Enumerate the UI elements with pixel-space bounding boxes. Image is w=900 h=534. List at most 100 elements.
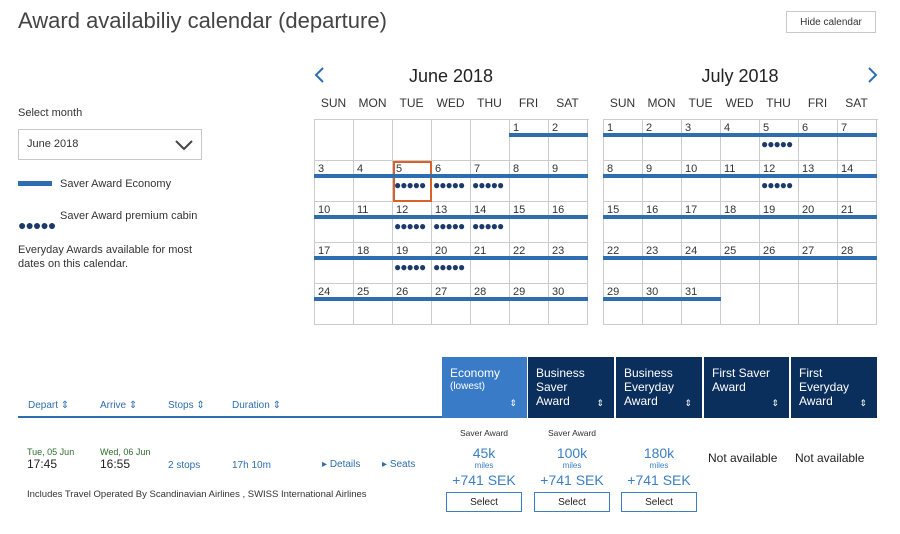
calendar-day[interactable]: 12 ●●●●● (759, 161, 799, 202)
calendar-day[interactable]: 3 (314, 161, 354, 202)
sort-stops[interactable]: Stops ⇕ (168, 400, 205, 411)
day-number: 12 (396, 204, 409, 216)
calendar-day[interactable]: 28 (470, 284, 510, 325)
calendar-day[interactable]: 6 (798, 120, 838, 161)
calendar-day[interactable]: 22 (509, 243, 549, 284)
calendar-day[interactable]: 15 (603, 202, 643, 243)
tax-amount: +741 SEK (627, 472, 691, 488)
month-select[interactable]: June 2018 (18, 129, 202, 160)
stops-link[interactable]: 2 stops (168, 460, 201, 471)
calendar-day[interactable]: 17 (681, 202, 721, 243)
calendar-day[interactable]: 19 ●●●●● (392, 243, 432, 284)
calendar-day[interactable]: 14 ●●●●● (470, 202, 510, 243)
seats-link[interactable]: ▸ Seats (382, 459, 415, 470)
calendar-day[interactable]: 24 (681, 243, 721, 284)
depart-time: 17:45 (27, 457, 58, 471)
calendar-day[interactable]: 8 (509, 161, 549, 202)
calendar-day[interactable]: 21 (470, 243, 510, 284)
calendar-day[interactable]: 1 (509, 120, 549, 161)
select-fare-button[interactable]: Select (621, 492, 697, 512)
calendar-day[interactable]: 3 (681, 120, 721, 161)
calendar-week-row: 15 16 17 18 19 20 21 (603, 202, 878, 243)
calendar-day[interactable]: 27 (798, 243, 838, 284)
fare-column-header[interactable]: Business Everyday Award ⇕ (616, 357, 702, 418)
calendar-day[interactable]: 31 (681, 284, 721, 325)
day-number: 23 (646, 245, 659, 257)
calendar-day[interactable]: 7 ●●●●● (470, 161, 510, 202)
calendar-day[interactable]: 16 (548, 202, 588, 243)
select-fare-button[interactable]: Select (534, 492, 610, 512)
day-number: 25 (357, 286, 370, 298)
saver-economy-bar (314, 215, 354, 219)
calendar-day[interactable]: 20 (798, 202, 838, 243)
next-month-icon[interactable] (866, 66, 880, 84)
calendar-day[interactable]: 25 (353, 284, 393, 325)
calendar-day[interactable]: 17 (314, 243, 354, 284)
calendar-day[interactable]: 26 (759, 243, 799, 284)
calendar-day[interactable]: 10 (681, 161, 721, 202)
calendar-day[interactable]: 27 (431, 284, 471, 325)
calendar-day[interactable]: 18 (720, 202, 760, 243)
calendar-day[interactable]: 16 (642, 202, 682, 243)
calendar-day[interactable]: 22 (603, 243, 643, 284)
calendar-day[interactable]: 2 (548, 120, 588, 161)
saver-economy-bar (392, 215, 432, 219)
calendar-day[interactable]: 4 (353, 161, 393, 202)
fare-header-text: First Saver (712, 366, 771, 380)
calendar-day[interactable]: 14 (837, 161, 877, 202)
day-number: 2 (552, 122, 559, 134)
calendar-day[interactable]: 23 (642, 243, 682, 284)
sort-depart[interactable]: Depart ⇕ (28, 400, 70, 411)
fare-column-header[interactable]: First Everyday Award ⇕ (791, 357, 877, 418)
calendar-day[interactable]: 9 (548, 161, 588, 202)
calendar-day[interactable]: 8 (603, 161, 643, 202)
calendar-day[interactable]: 1 (603, 120, 643, 161)
day-number: 3 (685, 122, 692, 134)
sort-arrive[interactable]: Arrive ⇕ (100, 400, 138, 411)
hide-calendar-button[interactable]: Hide calendar (786, 11, 876, 33)
calendar-week-row: 8 9 10 11 12 ●●●●● 13 14 (603, 161, 878, 202)
calendar-day[interactable]: 6 ●●●●● (431, 161, 471, 202)
calendar-day[interactable]: 26 (392, 284, 432, 325)
details-link[interactable]: ▸ Details (322, 459, 360, 470)
calendar-day[interactable]: 24 (314, 284, 354, 325)
fare-column-header[interactable]: Economy (lowest) ⇕ (442, 357, 527, 418)
calendar-day[interactable]: 21 (837, 202, 877, 243)
calendar-day[interactable]: 23 (548, 243, 588, 284)
calendar-day[interactable]: 12 ●●●●● (392, 202, 432, 243)
arrive-date: Wed, 06 Jun (100, 447, 151, 457)
calendar-day[interactable]: 30 (548, 284, 588, 325)
calendar-day[interactable]: 5 ●●●●● (392, 161, 432, 202)
calendar-day[interactable]: 19 (759, 202, 799, 243)
calendar-week-row: 1 2 3 4 5 ●●●●● 6 7 (603, 120, 878, 161)
fare-column-header[interactable]: Business Saver Award ⇕ (528, 357, 614, 418)
select-month-label: Select month (18, 107, 83, 119)
calendar-day[interactable]: 30 (642, 284, 682, 325)
calendar-day[interactable]: 28 (837, 243, 877, 284)
select-fare-button[interactable]: Select (446, 492, 522, 512)
fare-column-header[interactable]: First Saver Award ⇕ (704, 357, 789, 418)
calendar-day[interactable]: 11 (720, 161, 760, 202)
calendar-day[interactable]: 20 ●●●●● (431, 243, 471, 284)
calendar-day[interactable]: 5 ●●●●● (759, 120, 799, 161)
calendar-day[interactable]: 13 ●●●●● (431, 202, 471, 243)
arrive-time: 16:55 (100, 457, 131, 471)
prev-month-icon[interactable] (312, 66, 326, 84)
calendar-day[interactable]: 25 (720, 243, 760, 284)
day-number: 12 (763, 163, 776, 175)
calendar-day[interactable]: 10 (314, 202, 354, 243)
calendar-day[interactable]: 4 (720, 120, 760, 161)
calendar-day[interactable]: 9 (642, 161, 682, 202)
calendar-day[interactable]: 7 (837, 120, 877, 161)
calendar-day[interactable]: 29 (509, 284, 549, 325)
calendar-day[interactable]: 2 (642, 120, 682, 161)
calendar-day[interactable]: 18 (353, 243, 393, 284)
calendar-day[interactable]: 15 (509, 202, 549, 243)
day-number: 7 (841, 122, 848, 134)
calendar-day[interactable]: 11 (353, 202, 393, 243)
calendar-day[interactable]: 29 (603, 284, 643, 325)
saver-economy-bar (548, 174, 588, 178)
sort-duration[interactable]: Duration ⇕ (232, 400, 281, 411)
calendar-day[interactable]: 13 (798, 161, 838, 202)
calendar-empty-cell (315, 120, 354, 161)
